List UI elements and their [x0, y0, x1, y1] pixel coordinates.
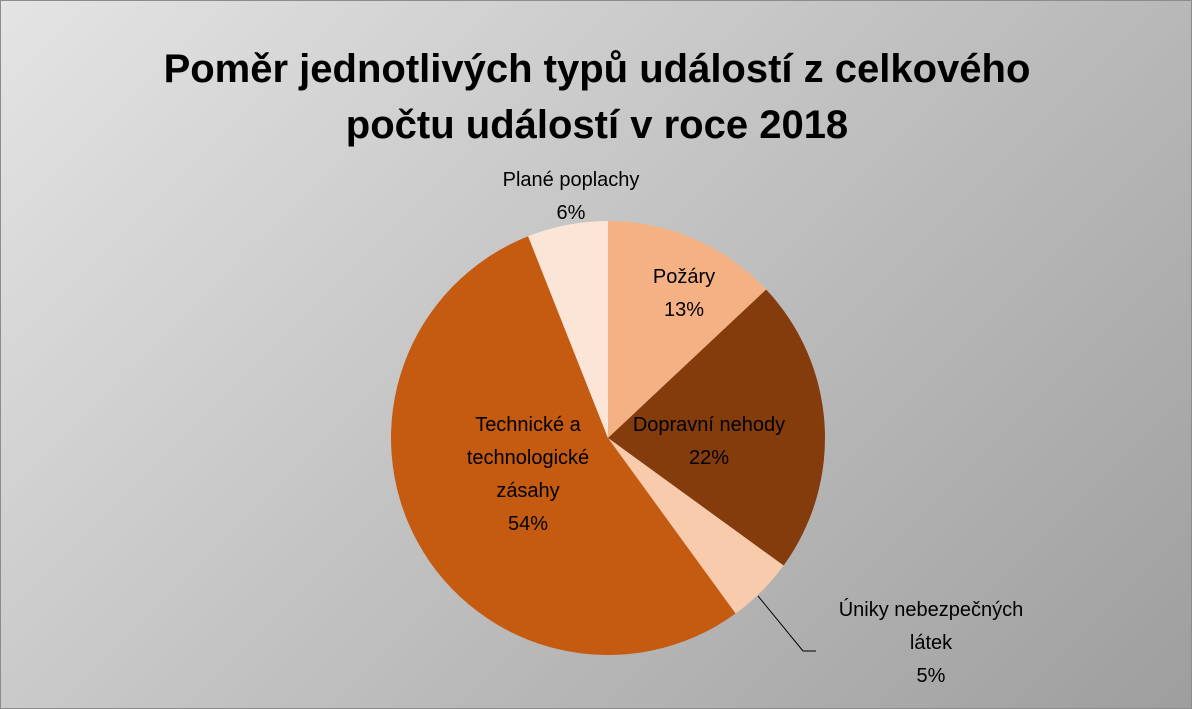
value-label: 6% [556, 202, 586, 224]
category-label: Plané poplachy [502, 169, 640, 191]
data-label: Plané poplachy 6% [503, 164, 640, 230]
pie-slice [608, 438, 784, 614]
pie-slice [608, 221, 767, 438]
data-label: Požáry 13% [653, 261, 715, 327]
category-label: Požáry [652, 266, 716, 288]
category-label: Dopravní nehody [632, 414, 786, 436]
pie-slice [391, 236, 736, 655]
chart-title: Poměr jednotlivých typů událostí z celko… [163, 47, 1031, 147]
pie-slice [608, 289, 825, 566]
value-label: 22% [688, 447, 730, 469]
pie-slice [528, 221, 608, 438]
data-label: Dopravní nehody 22% [633, 409, 785, 475]
data-label: Technické a technologické zásahy 54% [443, 409, 613, 541]
leader-line [757, 595, 816, 652]
value-label: 54% [507, 513, 549, 535]
data-label: Úniky nebezpečných látek 5% [821, 594, 1041, 693]
category-label: Technické a technologické zásahy [466, 414, 590, 502]
category-label: Úniky nebezpečných látek [838, 599, 1024, 654]
value-label: 5% [916, 665, 946, 687]
value-label: 13% [663, 299, 705, 321]
